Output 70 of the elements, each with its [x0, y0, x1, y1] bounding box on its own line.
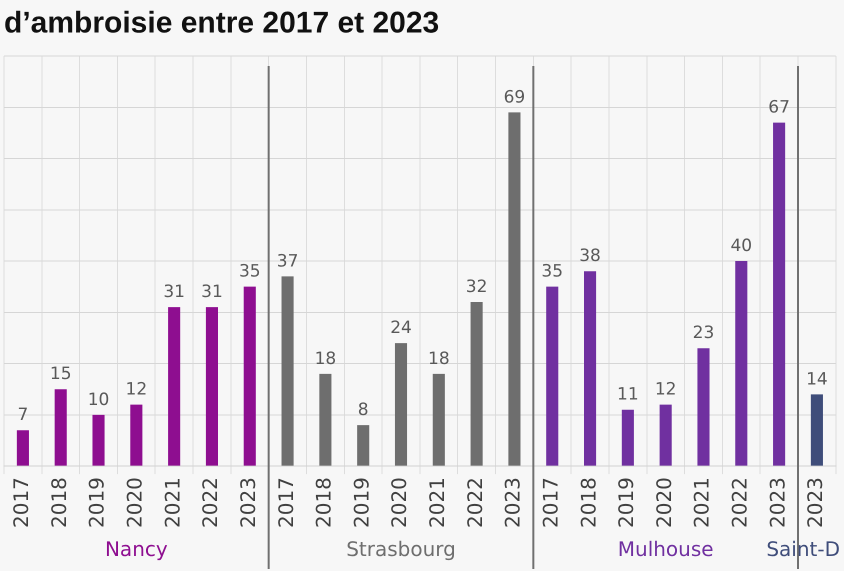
x-tick-label: 2022 [727, 477, 752, 528]
bar [697, 348, 710, 466]
chart-title: d’ambroisie entre 2017 et 2023 [4, 6, 440, 40]
x-tick-label: 2017 [9, 477, 34, 528]
x-tick-label: 2018 [576, 477, 600, 528]
x-tick-label: 2023 [803, 477, 828, 528]
bar [168, 307, 180, 466]
x-tick-label: 2019 [614, 477, 638, 528]
bar [622, 410, 634, 466]
data-label: 12 [654, 380, 676, 400]
data-label: 23 [692, 323, 714, 344]
data-label: 24 [390, 318, 412, 338]
x-tick-label: 2017 [274, 477, 298, 528]
data-label: 38 [579, 246, 601, 266]
bar [584, 271, 596, 466]
text: Mulhouse [618, 537, 714, 562]
bar [773, 122, 786, 466]
bar [130, 404, 142, 466]
bar [660, 404, 672, 466]
x-tick-label: 2021 [425, 477, 450, 528]
data-label: 69 [504, 87, 526, 108]
bar [357, 425, 370, 466]
data-label: 8 [358, 400, 369, 420]
data-label: 31 [163, 282, 185, 302]
x-tick-label: 2018 [312, 477, 336, 528]
x-tick-label: 2019 [349, 477, 374, 528]
text: Strasbourg [346, 537, 456, 562]
data-label: 7 [17, 405, 28, 426]
x-tick-label: 2023 [236, 477, 260, 528]
x-tick-label: 2020 [652, 477, 676, 528]
x-tick-label: 2023 [765, 477, 790, 528]
x-tick-label: 2022 [198, 477, 222, 528]
bar [546, 286, 558, 466]
data-label: 15 [50, 364, 72, 384]
data-label: 12 [126, 380, 148, 400]
bar [470, 302, 483, 466]
x-tick-label: 2019 [84, 477, 109, 528]
data-label: 31 [201, 282, 223, 302]
bar [394, 343, 408, 466]
x-tick-label: 2021 [690, 477, 714, 528]
x-tick-label: 2023 [500, 477, 525, 528]
data-label: 32 [466, 276, 488, 297]
x-tick-label: 2020 [122, 477, 147, 528]
data-label: 67 [768, 98, 790, 118]
text: Nancy [104, 537, 168, 562]
bar [735, 261, 748, 466]
bar [508, 112, 520, 466]
data-label: 37 [276, 251, 298, 272]
bar [244, 286, 256, 466]
data-label: 40 [730, 236, 752, 256]
x-tick-label: 2022 [462, 477, 487, 528]
x-tick-label: 2018 [46, 477, 71, 528]
x-tick-label: 2020 [387, 477, 412, 528]
bar [282, 276, 294, 466]
data-label: 35 [238, 262, 261, 282]
data-label: 18 [428, 348, 450, 369]
data-label: 14 [806, 369, 828, 390]
bar [92, 414, 105, 466]
data-label: 35 [541, 262, 564, 282]
bar [16, 430, 29, 466]
bar [810, 394, 823, 466]
bar [319, 374, 332, 466]
data-label: 10 [88, 390, 110, 410]
bar [206, 307, 218, 466]
bar [54, 389, 67, 466]
x-tick-label: 2021 [160, 477, 184, 528]
x-tick-label: 2017 [538, 477, 562, 528]
data-label: 11 [617, 384, 639, 405]
bar [432, 374, 445, 466]
data-label: 18 [314, 348, 336, 369]
